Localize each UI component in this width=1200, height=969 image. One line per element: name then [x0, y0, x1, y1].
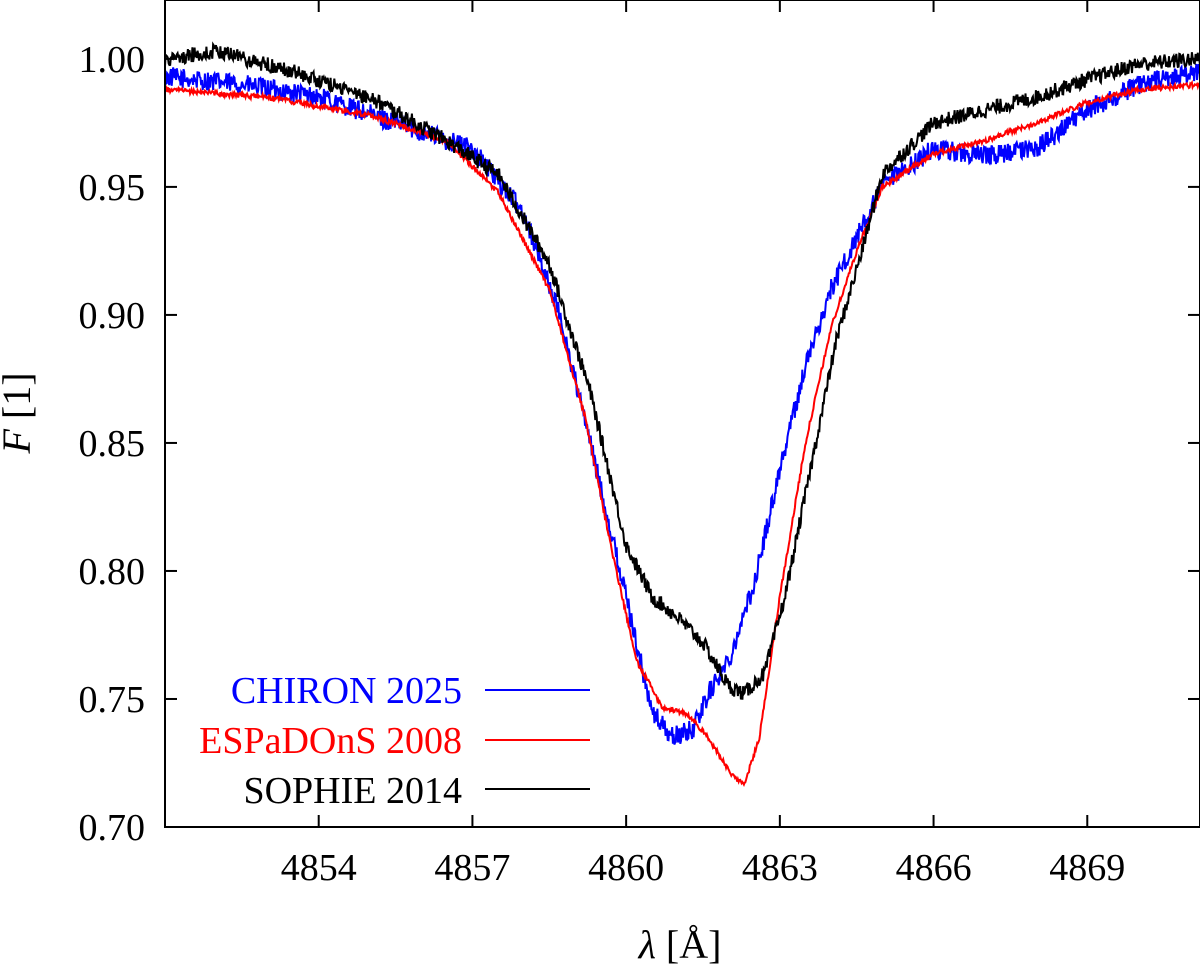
y-axis-title: F [1]	[0, 372, 39, 454]
x-axis-title: λ [Å]	[638, 922, 722, 967]
y-tick-label: 0.85	[79, 423, 146, 465]
y-tick-label: 0.80	[79, 551, 146, 593]
y-tick-label: 0.70	[79, 807, 146, 849]
x-tick-label: 4857	[434, 847, 510, 889]
series-line-chiron-2025	[164, 61, 1200, 745]
series-layer	[164, 41, 1200, 788]
legend-label-chiron: CHIRON 2025	[231, 670, 462, 712]
x-tick-label: 4854	[281, 847, 357, 889]
y-axis: 0.70 0.75 0.80 0.85 0.90 0.95 1.00	[79, 39, 1200, 849]
x-tick-label: 4860	[588, 847, 664, 889]
y-tick-label: 0.90	[79, 295, 146, 337]
plot-frame	[164, 0, 1200, 828]
y-tick-label: 0.95	[79, 167, 146, 209]
x-tick-label: 4869	[1049, 847, 1125, 889]
x-axis: 4854 4857 4860 4863 4866 4869	[281, 0, 1125, 889]
series-line-sophie-2014	[164, 41, 1200, 700]
x-tick-label: 4866	[896, 847, 972, 889]
series-line-espadons-2008	[164, 79, 1200, 788]
legend: CHIRON 2025 ESPaDOnS 2008 SOPHIE 2014	[199, 670, 590, 812]
legend-label-espadons: ESPaDOnS 2008	[199, 720, 462, 762]
x-tick-label: 4863	[742, 847, 818, 889]
legend-label-sophie: SOPHIE 2014	[243, 770, 462, 812]
y-tick-label: 1.00	[79, 39, 146, 81]
y-tick-label: 0.75	[79, 679, 146, 721]
